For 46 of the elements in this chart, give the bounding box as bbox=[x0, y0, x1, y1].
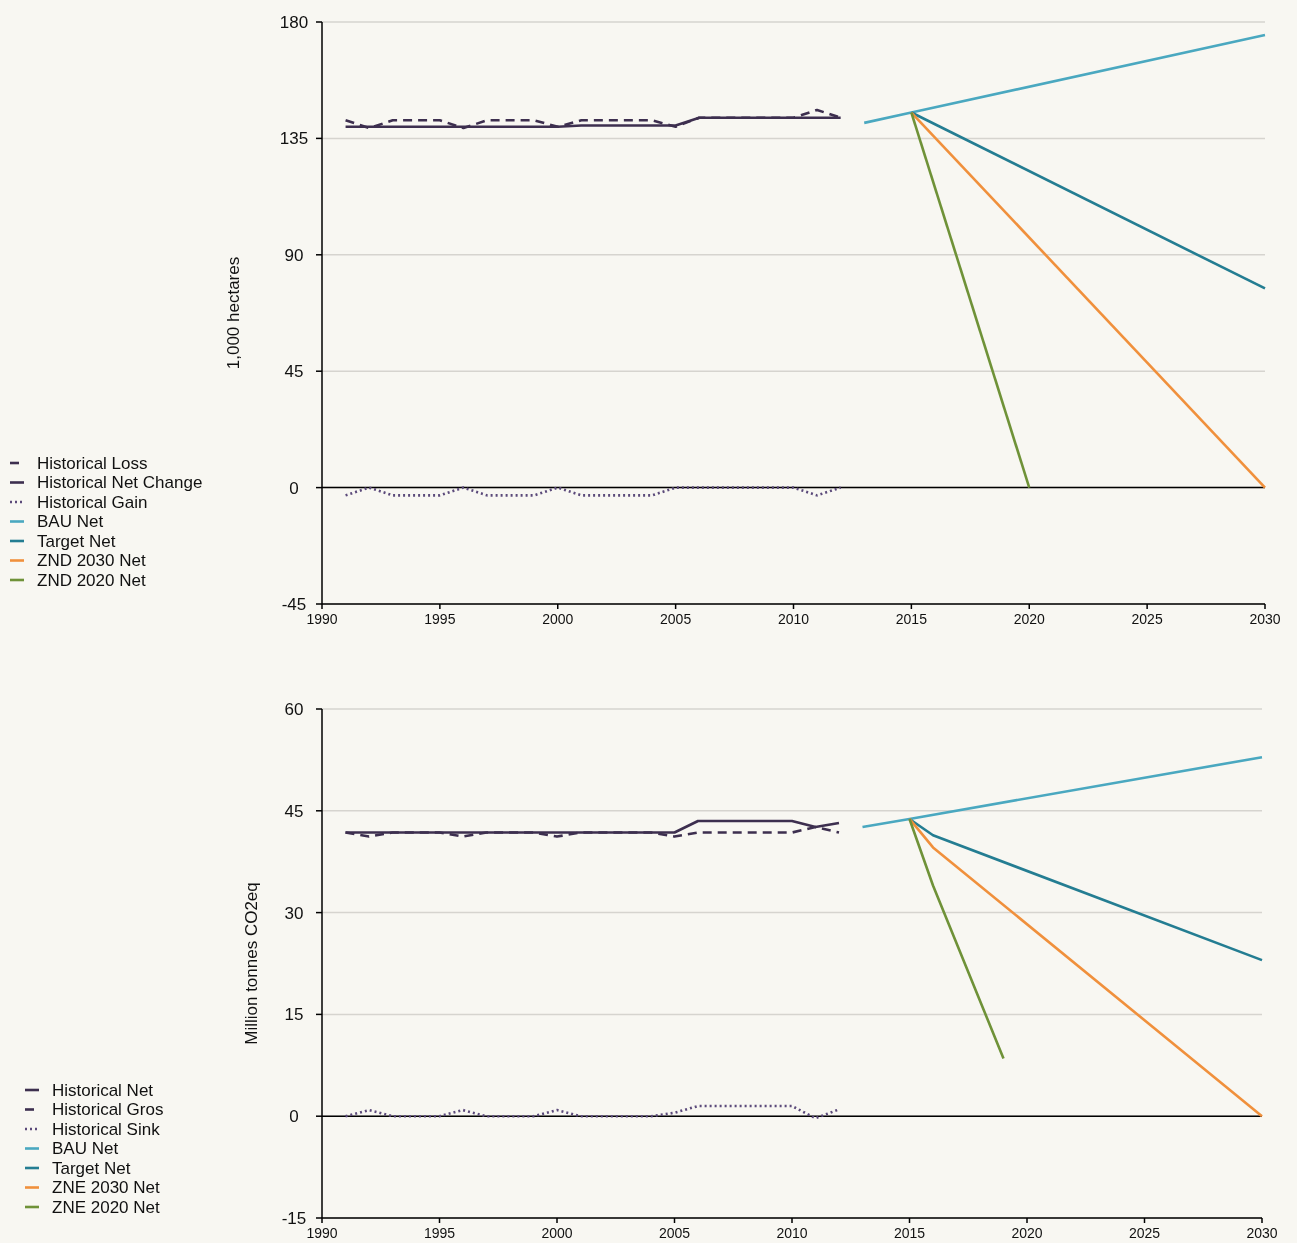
legend-label: Historical Gros bbox=[52, 1100, 164, 1120]
legend-label: BAU Net bbox=[37, 512, 104, 532]
y-tick-label: 15 bbox=[284, 1005, 304, 1025]
y-tick-label: 0 bbox=[289, 1107, 299, 1127]
x-tick-label: 2030 bbox=[1246, 1225, 1278, 1241]
x-tick-label: 2025 bbox=[1128, 1225, 1161, 1241]
legend-label: ZND 2030 Net bbox=[37, 551, 146, 571]
legend-label: Historical Sink bbox=[52, 1119, 161, 1139]
legend-label: Historical Net Change bbox=[37, 473, 203, 493]
legend-label: Target Net bbox=[37, 531, 116, 551]
legend-label: BAU Net bbox=[52, 1139, 119, 1159]
y-tick-label: -15 bbox=[281, 1208, 307, 1228]
y-tick-label: 60 bbox=[284, 699, 304, 719]
legend-label: Historical Loss bbox=[37, 453, 148, 473]
y-tick-label: 90 bbox=[284, 245, 304, 265]
x-tick-label: 2010 bbox=[777, 611, 810, 627]
x-tick-label: 2020 bbox=[1011, 1225, 1043, 1241]
x-tick-label: 1995 bbox=[423, 1225, 456, 1241]
y-tick-label: -45 bbox=[281, 594, 307, 614]
x-tick-label: 2015 bbox=[893, 1225, 926, 1241]
x-tick-label: 2010 bbox=[776, 1225, 808, 1241]
x-tick-label: 1990 bbox=[306, 611, 338, 627]
legend-label: Historical Gain bbox=[37, 492, 148, 512]
y-axis-title: Million tonnes CO2eq bbox=[241, 882, 261, 1045]
x-tick-label: 2015 bbox=[895, 611, 928, 627]
x-tick-label: 2025 bbox=[1131, 611, 1163, 627]
y-tick-label: 30 bbox=[284, 903, 304, 923]
x-tick-label: 1995 bbox=[424, 611, 456, 627]
y-tick-label: 135 bbox=[279, 129, 309, 149]
y-tick-label: 45 bbox=[284, 362, 304, 382]
x-tick-label: 1990 bbox=[306, 1225, 338, 1241]
legend-label: ZNE 2030 Net bbox=[52, 1178, 160, 1198]
y-axis-title: 1,000 hectares bbox=[223, 256, 243, 370]
x-tick-label: 2020 bbox=[1013, 611, 1046, 627]
legend-label: Historical Net bbox=[52, 1080, 154, 1100]
y-tick-label: 0 bbox=[289, 478, 299, 498]
y-tick-label: 180 bbox=[279, 12, 309, 32]
x-tick-label: 2005 bbox=[658, 1225, 691, 1241]
x-tick-label: 2000 bbox=[542, 611, 574, 627]
legend-label: ZND 2020 Net bbox=[37, 570, 146, 590]
y-tick-label: 45 bbox=[284, 801, 304, 821]
x-tick-label: 2030 bbox=[1249, 611, 1281, 627]
legend-label: ZNE 2020 Net bbox=[52, 1197, 160, 1217]
legend-label: Target Net bbox=[52, 1158, 131, 1178]
x-tick-label: 2005 bbox=[660, 611, 692, 627]
x-tick-label: 2000 bbox=[541, 1225, 573, 1241]
